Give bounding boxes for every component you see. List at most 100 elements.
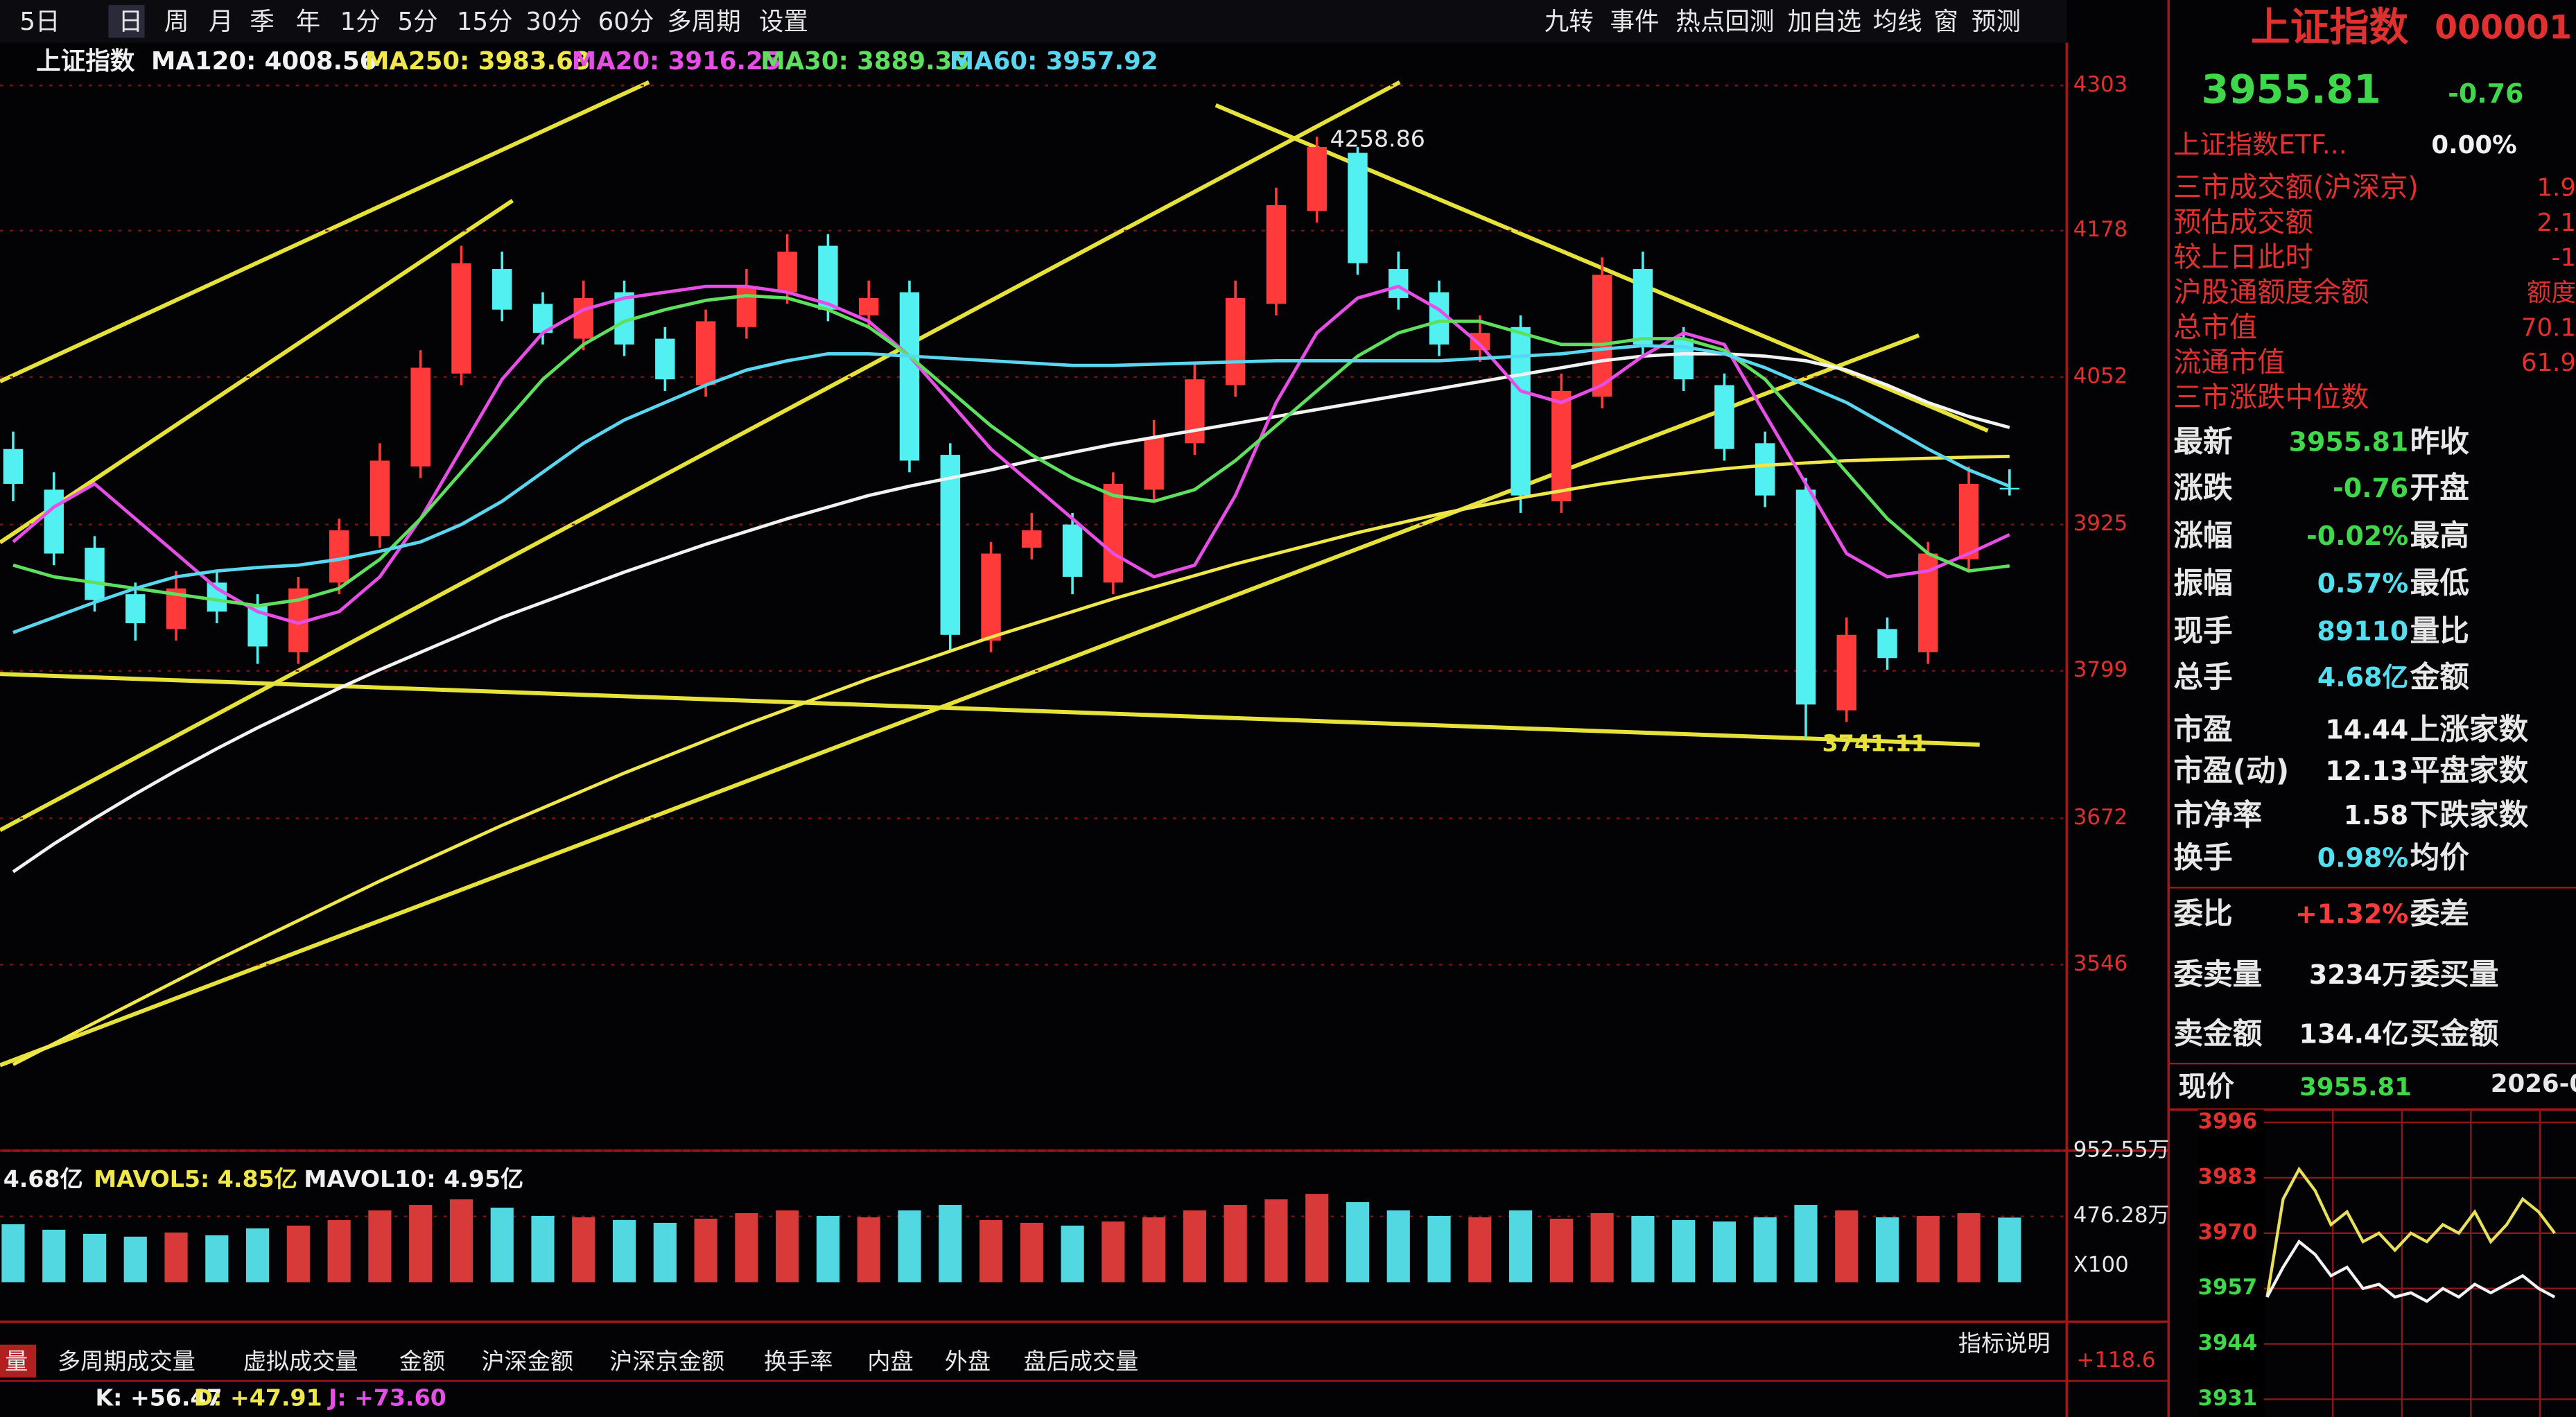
indicator-tab[interactable]: 换手率 <box>764 1348 833 1375</box>
summary-value: 70.1 <box>2521 314 2576 342</box>
toolbar-button[interactable]: 季 <box>250 8 275 36</box>
candle-body <box>1185 379 1205 444</box>
y-tick-label: 3983 <box>2198 1164 2258 1189</box>
toolbar-button[interactable]: 加自选 <box>1787 8 1861 36</box>
toolbar-button[interactable]: 1分 <box>340 8 381 36</box>
volume-bar <box>1061 1225 1084 1283</box>
quote-label: 昨收 <box>2410 425 2470 460</box>
summary-value: 额度 <box>2527 279 2576 307</box>
candle-body <box>1266 205 1287 304</box>
toolbar-button[interactable]: 周 <box>164 8 189 36</box>
stock-name: 上证指数 <box>2251 4 2409 50</box>
y-tick-label: +118.6 <box>2077 1348 2156 1373</box>
indicator-tab[interactable]: 金额 <box>399 1348 445 1375</box>
summary-label: 三市成交额(沪深京) <box>2173 171 2419 204</box>
ma-line <box>12 284 2010 625</box>
indicator-tab[interactable]: 多周期成交量 <box>58 1348 195 1375</box>
indicator-tab[interactable]: 盘后成交量 <box>1023 1348 1138 1375</box>
volume-bar <box>898 1210 921 1283</box>
legend-entry: MA120: 4008.56 <box>151 47 377 76</box>
volume-bar <box>490 1208 514 1283</box>
mini-date: 2026-0 <box>2491 1070 2576 1098</box>
indicator-tab[interactable]: 沪深京金额 <box>609 1348 724 1375</box>
summary-value: 1.9 <box>2536 174 2576 202</box>
toolbar-button[interactable]: 5日 <box>19 8 60 36</box>
volume-bar <box>449 1199 473 1283</box>
toolbar-button[interactable]: 60分 <box>598 8 654 36</box>
summary-label: 较上日此时 <box>2173 241 2313 274</box>
volume-bar <box>1427 1215 1451 1283</box>
volume-bar <box>1386 1210 1410 1283</box>
quote-value: 3234万 <box>2309 959 2408 990</box>
candle-body <box>1877 629 1897 659</box>
kdj-value: K: +56.47 <box>95 1384 222 1411</box>
toolbar-button[interactable]: 15分 <box>457 8 513 36</box>
toolbar-button[interactable]: 年 <box>296 8 321 36</box>
y-tick-label: 3944 <box>2198 1330 2258 1355</box>
toolbar-button[interactable]: 设置 <box>759 8 808 36</box>
toolbar-button[interactable]: 月 <box>209 8 234 36</box>
volume-bar <box>1672 1219 1696 1283</box>
y-tick-label: 3925 <box>2073 511 2127 536</box>
candle-body <box>369 460 390 537</box>
y-tick-label: 3970 <box>2198 1219 2258 1244</box>
toolbar-button[interactable]: 窗 <box>1933 8 1958 36</box>
trendline <box>0 80 650 383</box>
y-tick-label: 3996 <box>2198 1109 2258 1134</box>
quote-label: 总手 <box>2173 660 2232 695</box>
quote-label: 换手 <box>2173 841 2232 876</box>
y-tick-label: 3931 <box>2198 1386 2258 1411</box>
candle-body <box>1225 297 1246 385</box>
quote-value: 12.13 <box>2325 756 2408 786</box>
volume-bar <box>1224 1205 1247 1283</box>
ma-line <box>12 344 2010 634</box>
toolbar-button[interactable]: 日 <box>119 8 143 36</box>
indicator-tab[interactable]: 外盘 <box>945 1348 991 1375</box>
summary-label: 三市涨跌中位数 <box>2173 381 2369 414</box>
ma-line <box>12 294 2010 608</box>
quote-label: 上涨家数 <box>2410 713 2529 747</box>
quote-label: 量比 <box>2410 614 2469 648</box>
volume-bar <box>1753 1217 1777 1283</box>
toolbar-button[interactable]: 预测 <box>1972 8 2021 36</box>
help-button[interactable]: 指标说明 <box>1958 1330 2051 1357</box>
volume-bar <box>572 1217 595 1283</box>
legend-entry: MA30: 3889.35 <box>760 47 969 76</box>
volume-bar <box>1020 1222 1043 1283</box>
volume-bar <box>1916 1215 1940 1283</box>
candle-body <box>1470 333 1490 351</box>
quote-label: 市盈(动) <box>2173 754 2289 788</box>
volume-bar <box>368 1210 392 1283</box>
indicator-tab[interactable]: 沪深金额 <box>481 1348 573 1375</box>
annotation: 3741.11 <box>1822 730 1927 757</box>
candle-body <box>1592 275 1612 397</box>
quote-label: 开盘 <box>2410 471 2469 505</box>
volume-title: 4.68亿 <box>3 1165 83 1192</box>
toolbar-button[interactable]: 多周期 <box>667 8 741 36</box>
legend-entry: MA250: 3983.63 <box>365 47 591 76</box>
y-tick-label: 476.28万 <box>2073 1203 2170 1228</box>
summary-value: 2.1 <box>2536 209 2576 237</box>
candle-body <box>1755 443 1775 496</box>
candle-body <box>451 263 471 374</box>
etf-label: 上证指数ETF... <box>2173 130 2347 160</box>
toolbar-button[interactable]: 均线 <box>1873 8 1922 36</box>
legend-entry: MA60: 3957.92 <box>950 47 1158 76</box>
toolbar-button[interactable]: 九转 <box>1544 8 1594 36</box>
indicator-tab[interactable]: 量 <box>5 1348 28 1375</box>
indicator-tab[interactable]: 内盘 <box>867 1348 913 1375</box>
tab-active <box>108 5 145 38</box>
toolbar-button[interactable]: 30分 <box>525 8 582 36</box>
indicator-tab[interactable]: 虚拟成交量 <box>243 1348 358 1375</box>
y-tick-label: 3799 <box>2073 657 2127 682</box>
toolbar-button[interactable]: 5分 <box>398 8 438 36</box>
quote-value: 3955.81 <box>2289 427 2409 458</box>
toolbar-button[interactable]: 事件 <box>1610 8 1659 36</box>
quote-value: +1.32% <box>2295 898 2408 929</box>
quote-label: 涨幅 <box>2173 519 2232 553</box>
toolbar-button[interactable]: 热点回测 <box>1676 8 1774 36</box>
quote-label: 卖金额 <box>2173 1016 2262 1051</box>
trendline <box>0 198 514 544</box>
